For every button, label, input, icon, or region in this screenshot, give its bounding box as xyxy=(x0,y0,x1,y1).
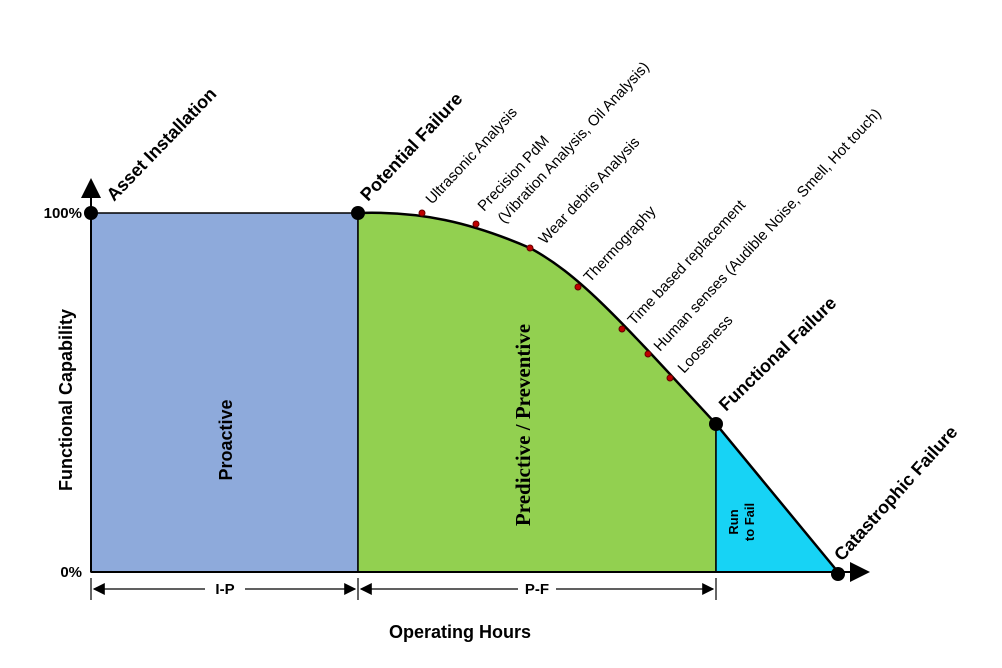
y-top-label: 100% xyxy=(44,205,82,222)
y-bottom-label: 0% xyxy=(60,564,82,581)
milestone-label: Functional Failure xyxy=(715,293,840,415)
x-axis-label: Operating Hours xyxy=(389,622,531,642)
region-label: to Fail xyxy=(742,503,757,541)
technique-label: Human senses (Audible Noise, Smell, Hot … xyxy=(650,105,884,354)
milestone-label: Catastrophic Failure xyxy=(830,422,961,565)
interval-label: I-P xyxy=(215,581,234,598)
region-label: Proactive xyxy=(216,399,236,480)
region-label: Predictive / Preventive xyxy=(511,324,535,526)
proactive-region xyxy=(90,212,359,573)
region-label: Run xyxy=(726,509,741,534)
milestone-label: Asset Installation xyxy=(102,84,220,205)
technique-dots xyxy=(418,209,674,382)
interval-label: P-F xyxy=(525,581,549,598)
interval-markers xyxy=(90,578,717,600)
technique-label: Thermography xyxy=(580,202,659,285)
milestone-dots xyxy=(84,206,845,581)
y-axis-label: Functional Capability xyxy=(56,309,76,491)
predictive-region xyxy=(357,212,717,573)
